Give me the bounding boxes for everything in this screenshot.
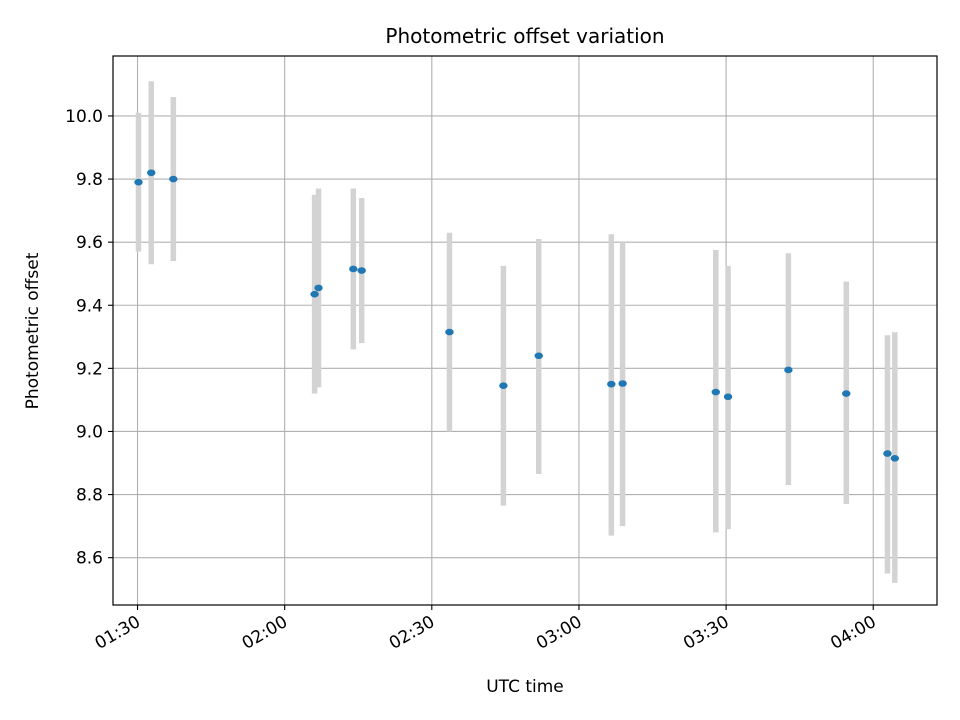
data-point xyxy=(499,382,508,390)
data-point xyxy=(534,352,543,360)
data-point xyxy=(169,175,178,183)
y-axis-ticks: 8.6 8.8 9.0 9.2 9.4 9.6 9.8 10.0 xyxy=(65,107,113,569)
data-point xyxy=(890,454,900,462)
data-point xyxy=(607,380,616,388)
y-tick-label: 8.6 xyxy=(76,549,103,569)
data-point xyxy=(711,388,720,396)
y-tick-label: 9.0 xyxy=(76,422,103,442)
y-tick-label: 10.0 xyxy=(65,107,103,127)
data-point xyxy=(842,390,851,397)
data-point xyxy=(723,393,733,401)
data-point xyxy=(357,267,366,274)
y-tick-label: 9.6 xyxy=(76,233,103,253)
chart-title: Photometric offset variation xyxy=(385,24,664,48)
data-point xyxy=(784,366,793,374)
data-point xyxy=(147,169,156,177)
x-axis-label: UTC time xyxy=(486,677,564,697)
data-point xyxy=(314,284,323,292)
data-point xyxy=(134,178,143,186)
data-point xyxy=(883,450,892,457)
y-axis-label: Photometric offset xyxy=(23,252,43,409)
data-point xyxy=(349,265,358,273)
data-point xyxy=(445,328,454,336)
plot-frame xyxy=(112,55,938,606)
y-tick-label: 8.8 xyxy=(76,486,103,506)
data-point xyxy=(618,380,627,387)
data-points xyxy=(134,169,900,462)
y-tick-label: 9.8 xyxy=(76,170,103,190)
data-point xyxy=(310,290,319,298)
y-tick-label: 9.4 xyxy=(76,296,103,316)
y-tick-label: 9.2 xyxy=(76,359,103,379)
